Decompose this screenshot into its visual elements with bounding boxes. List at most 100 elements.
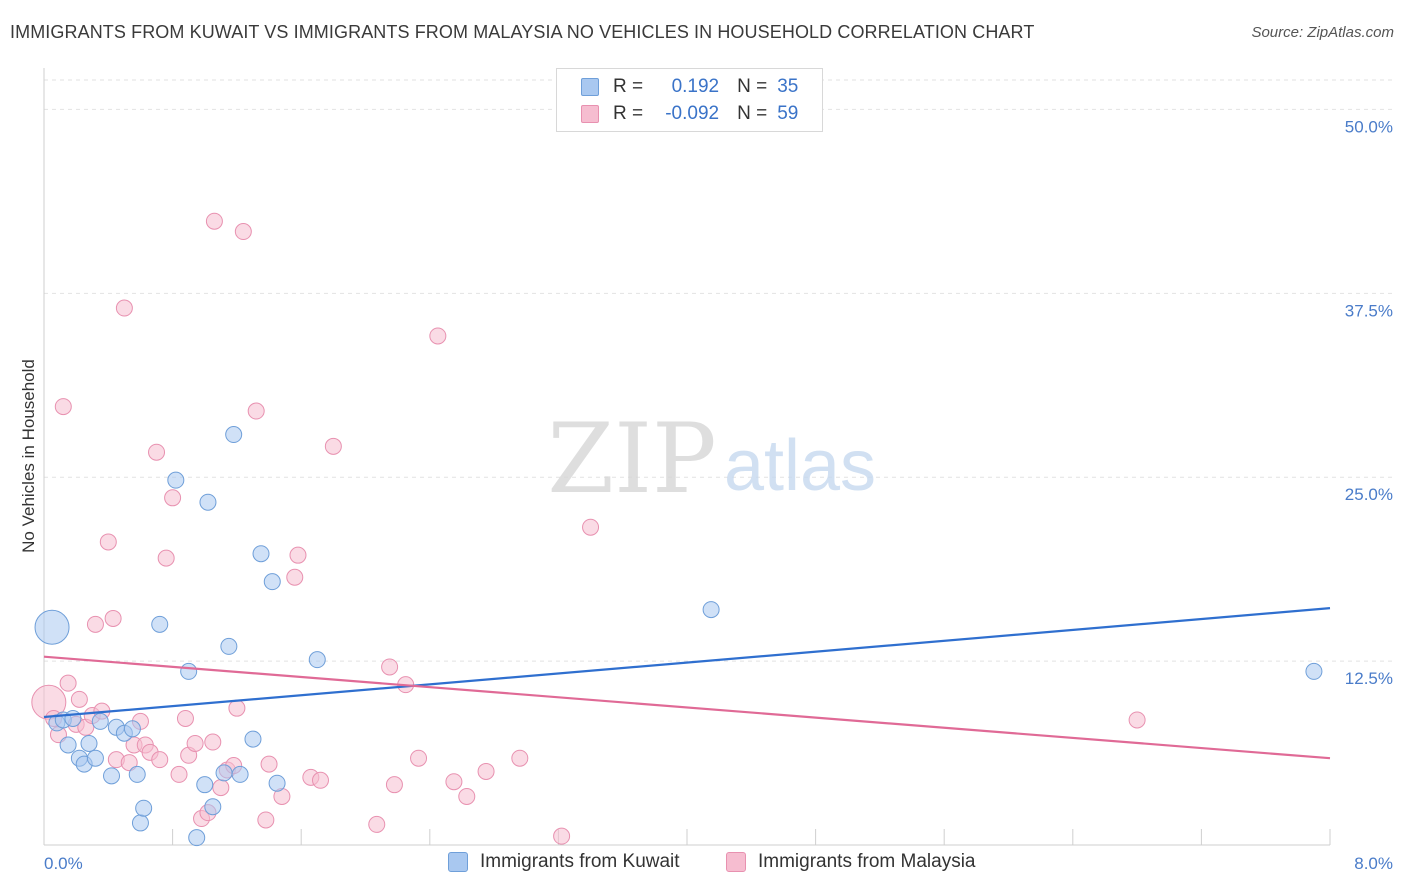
kuwait-point: [308, 651, 326, 669]
malaysia-point: [429, 327, 447, 345]
kuwait-point: [268, 774, 286, 792]
kuwait-point: [199, 493, 217, 511]
kuwait-point: [702, 601, 720, 619]
kuwait-point: [188, 829, 206, 847]
malaysia-swatch: [581, 105, 599, 123]
malaysia-point: [286, 568, 304, 586]
malaysia-legend-label: Immigrants from Malaysia: [758, 851, 976, 872]
kuwait-n-value: 35: [777, 76, 799, 97]
y-axis-label: No Vehicles in Household: [19, 359, 38, 553]
legend-row-kuwait: R = 0.192 N = 35: [581, 74, 798, 100]
malaysia-point: [176, 709, 194, 727]
malaysia-trend-line: [43, 655, 1331, 760]
kuwait-point: [252, 545, 270, 563]
legend-item-kuwait: Immigrants from Kuwait: [448, 851, 680, 873]
kuwait-point: [215, 764, 233, 782]
kuwait-point: [167, 471, 185, 489]
y-tick-label: 12.5%: [1345, 669, 1393, 688]
r-label: R =: [613, 103, 644, 124]
kuwait-point: [59, 736, 77, 754]
malaysia-point: [157, 549, 175, 567]
tick-labels: 12.5% 25.0% 37.5% 50.0% 0.0% 8.0%: [44, 117, 1393, 873]
chart-title: IMMIGRANTS FROM KUWAIT VS IMMIGRANTS FRO…: [10, 22, 1035, 42]
malaysia-point: [170, 765, 188, 783]
malaysia-r-value: -0.092: [665, 103, 720, 124]
grid-lines: [44, 79, 1392, 662]
kuwait-point: [91, 712, 109, 730]
n-label: N =: [737, 76, 768, 97]
r-label: R =: [613, 76, 644, 97]
malaysia-point: [120, 754, 138, 772]
kuwait-point: [204, 798, 222, 816]
malaysia-point: [368, 815, 386, 833]
malaysia-point: [410, 749, 428, 767]
kuwait-point: [196, 776, 214, 794]
malaysia-point: [458, 787, 476, 805]
malaysia-point: [257, 811, 275, 829]
malaysia-point: [553, 827, 571, 845]
kuwait-point: [1305, 662, 1323, 680]
kuwait-point: [263, 573, 281, 591]
watermark-atlas: atlas: [724, 426, 876, 506]
malaysia-point: [115, 299, 133, 317]
y-tick-label: 50.0%: [1345, 117, 1393, 136]
y-tick-label: 37.5%: [1345, 301, 1393, 320]
malaysia-legend-swatch: [726, 852, 746, 872]
malaysia-n-value: 59: [777, 103, 799, 124]
malaysia-point: [477, 762, 495, 780]
kuwait-point: [86, 749, 104, 767]
malaysia-point: [324, 437, 342, 455]
watermark-zip: ZIP: [547, 403, 716, 515]
malaysia-point: [260, 755, 278, 773]
legend-row-malaysia: R = -0.092 N = 59: [581, 101, 798, 127]
kuwait-legend-swatch: [448, 852, 468, 872]
malaysia-point: [385, 776, 403, 794]
kuwait-point: [34, 609, 70, 645]
kuwait-point: [151, 615, 169, 633]
malaysia-point: [582, 518, 600, 536]
malaysia-point: [99, 533, 117, 551]
malaysia-point: [164, 489, 182, 507]
malaysia-point: [151, 751, 169, 769]
malaysia-point: [148, 443, 166, 461]
source-label: Source: ZipAtlas.com: [1251, 24, 1394, 41]
malaysia-point: [311, 771, 329, 789]
kuwait-point: [231, 765, 249, 783]
malaysia-point: [186, 734, 204, 752]
malaysia-point: [234, 223, 252, 241]
malaysia-point: [228, 699, 246, 717]
data-points: [31, 212, 1323, 847]
kuwait-point: [131, 814, 149, 832]
malaysia-point: [212, 779, 230, 797]
kuwait-point: [180, 662, 198, 680]
legend-item-malaysia: Immigrants from Malaysia: [726, 851, 976, 873]
kuwait-swatch: [581, 78, 599, 96]
malaysia-point: [86, 615, 104, 633]
malaysia-point: [445, 773, 463, 791]
malaysia-point: [511, 749, 529, 767]
kuwait-point: [128, 765, 146, 783]
malaysia-point: [104, 609, 122, 627]
trend-lines: [43, 607, 1331, 760]
malaysia-point: [289, 546, 307, 564]
malaysia-point: [204, 733, 222, 751]
kuwait-point: [220, 637, 238, 655]
kuwait-point: [135, 799, 153, 817]
correlation-legend: R = 0.192 N = 35 R = -0.092 N = 59: [556, 68, 823, 132]
malaysia-point: [70, 690, 88, 708]
malaysia-point: [381, 658, 399, 676]
malaysia-point: [54, 398, 72, 416]
kuwait-legend-label: Immigrants from Kuwait: [480, 851, 680, 872]
x-tick-label: 0.0%: [44, 854, 83, 873]
kuwait-point: [103, 767, 121, 785]
x-tick-label: 8.0%: [1354, 854, 1393, 873]
malaysia-point: [59, 674, 77, 692]
kuwait-point: [123, 720, 141, 738]
kuwait-point: [225, 426, 243, 444]
y-tick-label: 25.0%: [1345, 485, 1393, 504]
malaysia-point: [1128, 711, 1146, 729]
kuwait-r-value: 0.192: [671, 76, 720, 97]
kuwait-point: [64, 709, 82, 727]
kuwait-trend-line: [43, 607, 1331, 719]
